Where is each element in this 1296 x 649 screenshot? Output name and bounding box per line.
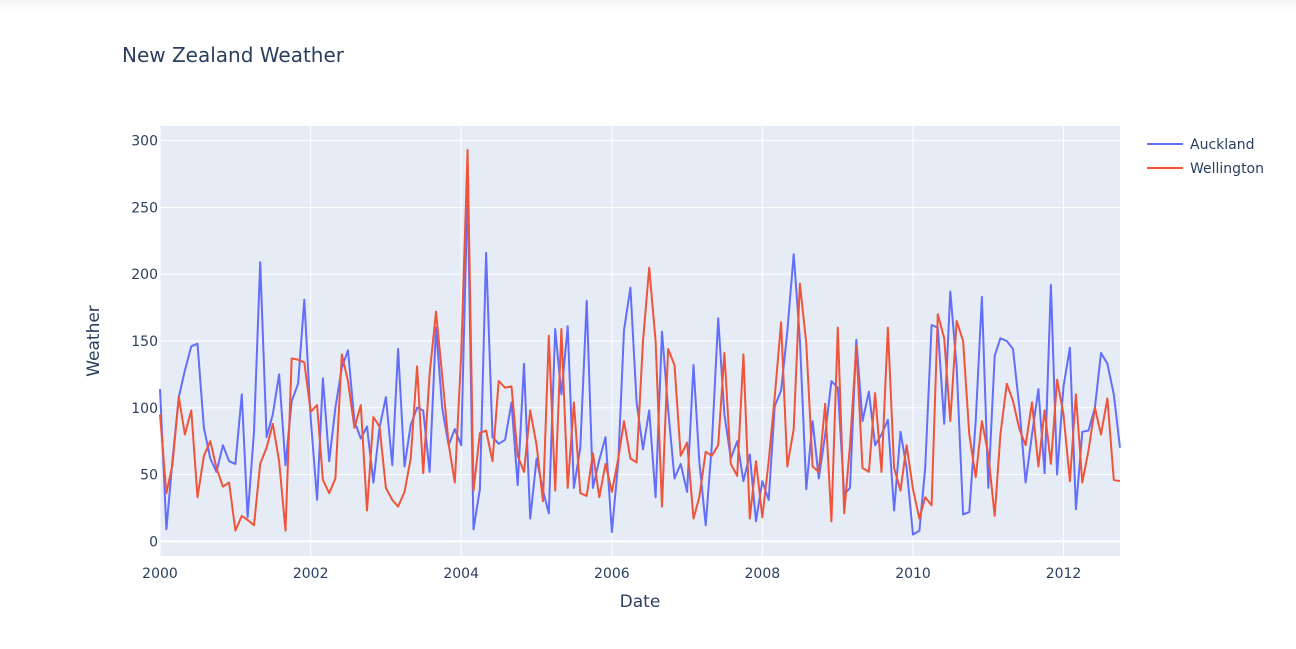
legend-label: Auckland	[1190, 137, 1254, 153]
y-tick-label: 250	[131, 200, 158, 216]
y-tick-label: 50	[140, 468, 158, 484]
series-lines	[159, 149, 1121, 536]
y-axis-title: Weather	[84, 305, 104, 377]
y-tick-label: 100	[131, 401, 158, 417]
legend-label: Wellington	[1190, 161, 1264, 177]
y-tick-label: 300	[131, 134, 158, 150]
top-bar	[0, 0, 1296, 12]
x-tick-label: 2002	[293, 566, 329, 582]
series-line-wellington	[159, 149, 1121, 532]
axis-ticks: 0 50 100 150 200 250 300 2000 2002 2004 2006 2008 20…	[131, 134, 1081, 582]
y-tick-label: 150	[131, 334, 158, 350]
x-axis-title: Date	[620, 592, 661, 612]
chart-title: New Zealand Weather	[122, 43, 345, 67]
x-tick-label: 2008	[745, 566, 781, 582]
x-tick-label: 2012	[1046, 566, 1082, 582]
legend-item-wellington[interactable]: Wellington	[1147, 161, 1264, 177]
x-tick-label: 2006	[594, 566, 630, 582]
x-tick-label: 2004	[443, 566, 479, 582]
legend[interactable]: Auckland Wellington	[1147, 137, 1264, 177]
x-tick-label: 2000	[142, 566, 178, 582]
y-tick-label: 0	[149, 534, 158, 550]
x-tick-label: 2010	[895, 566, 931, 582]
y-tick-label: 200	[131, 267, 158, 283]
legend-item-auckland[interactable]: Auckland	[1147, 137, 1254, 153]
